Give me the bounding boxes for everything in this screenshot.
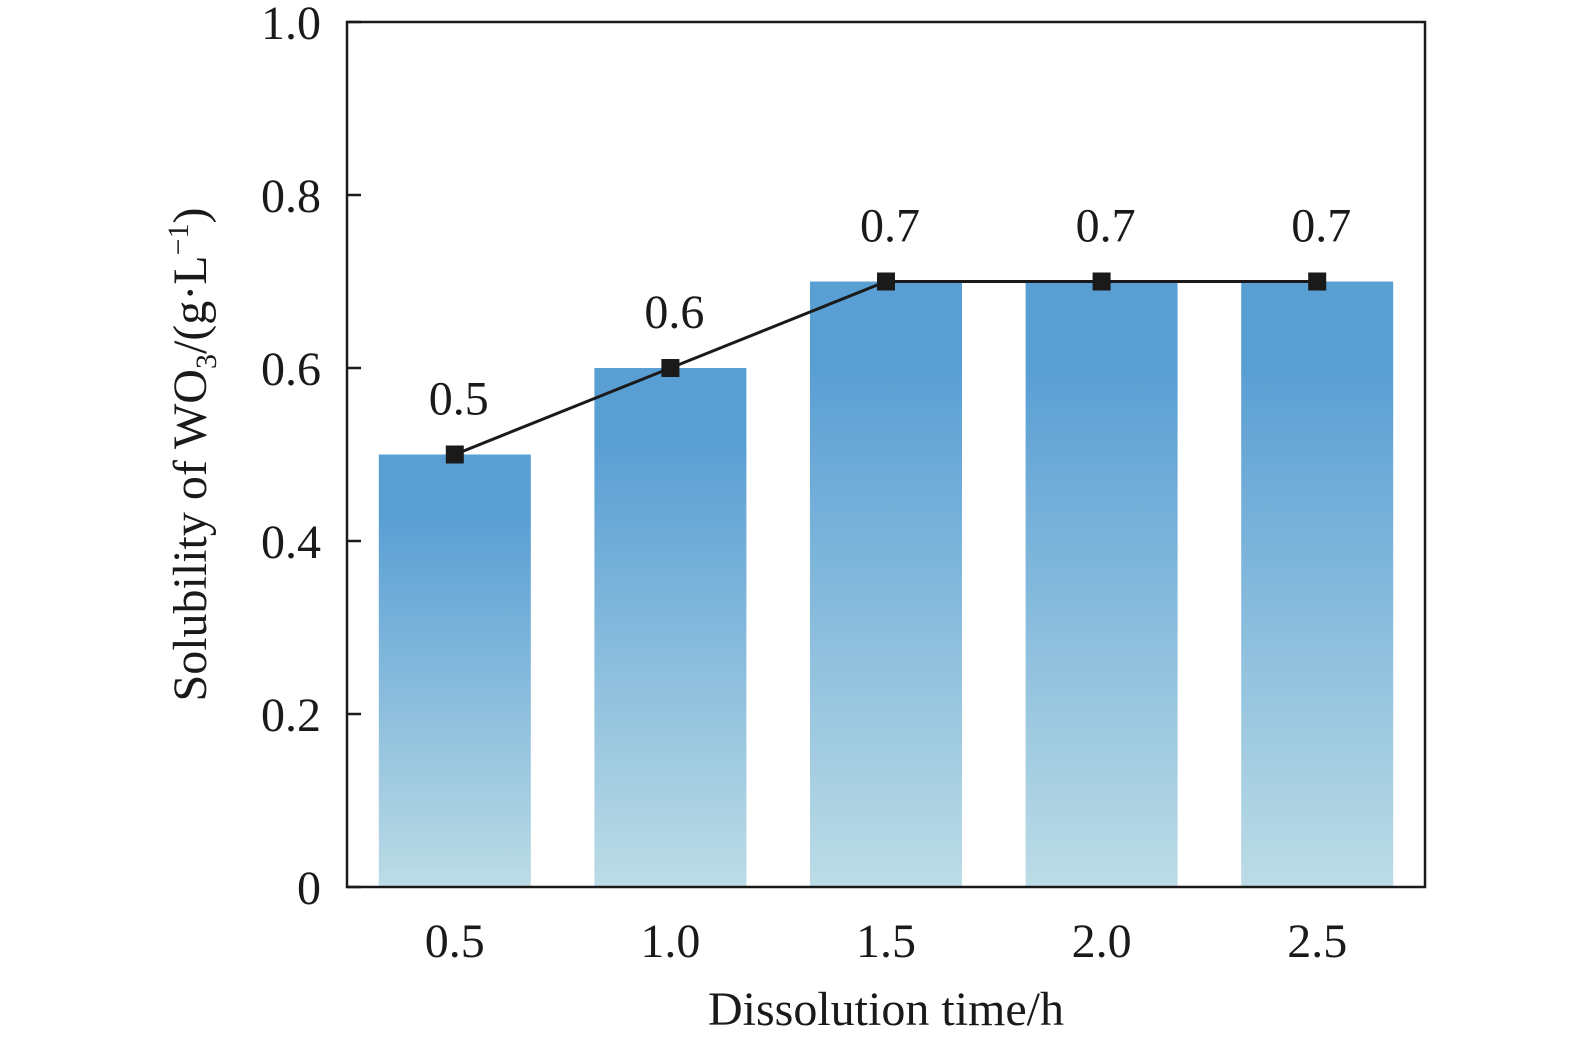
y-title-suffix: ) [164, 208, 217, 224]
square-marker [1308, 272, 1327, 291]
line-layer [445, 272, 1327, 464]
y-tick-label: 0.8 [261, 170, 321, 223]
square-marker [877, 272, 895, 291]
data-label: 0.7 [1076, 200, 1136, 253]
y-tick-label: 0.4 [261, 516, 321, 569]
bar-0.5 [378, 454, 531, 887]
y-title-superscript: −1 [162, 223, 195, 255]
y-title-middle: /(g·L [164, 255, 217, 354]
data-label: 0.5 [429, 373, 489, 426]
x-tick-label: 1.0 [640, 915, 700, 968]
x-tick-label: 1.5 [856, 915, 916, 968]
y-axis-title: Solubility of WO3/(g·L−1) [162, 208, 223, 702]
square-marker [445, 445, 464, 464]
y-tick-label: 0 [297, 862, 321, 915]
y-tick-label: 0.2 [261, 689, 321, 742]
bar-2.0 [1025, 281, 1178, 887]
x-axis: 0.5 1.0 1.5 2.0 2.5 [425, 915, 1347, 968]
bar-1.0 [594, 368, 747, 887]
x-tick-label: 2.5 [1287, 915, 1347, 968]
y-tick-label: 1.0 [261, 0, 321, 50]
data-labels-layer: 0.5 0.6 0.7 0.7 0.7 [429, 200, 1351, 426]
y-title-subscript: 3 [190, 354, 223, 369]
bar-1.5 [810, 281, 962, 887]
data-label: 0.7 [1291, 200, 1351, 253]
square-marker [661, 359, 680, 377]
data-label: 0.7 [860, 200, 920, 253]
x-tick-label: 0.5 [425, 915, 485, 968]
plot-frame [345, 20, 1427, 889]
bars-layer [378, 281, 1394, 887]
x-tick-label: 2.0 [1072, 915, 1132, 968]
y-tick-label: 0.6 [261, 343, 321, 396]
y-title-prefix: Solubility of WO [164, 369, 217, 701]
data-label: 0.6 [644, 286, 704, 339]
bar-2.5 [1241, 281, 1394, 887]
y-axis: 0 0.2 0.4 0.6 0.8 1.0 [261, 0, 361, 915]
square-marker [1092, 272, 1111, 291]
x-axis-title: Dissolution time/h [708, 983, 1064, 1036]
